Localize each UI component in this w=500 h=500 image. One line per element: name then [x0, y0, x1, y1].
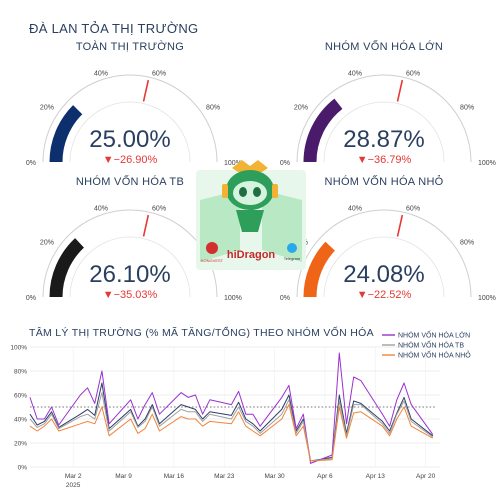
sentiment-line-chart: 0% 20% 40% 60% 80% 100% Mar 2 2025 Mar 9 Mar 16 Ma… — [10, 330, 471, 489]
logo-ear-right — [272, 184, 278, 198]
gauge-tick-label: 60% — [152, 71, 166, 78]
series-line-2 — [29, 352, 434, 464]
gauge-threshold-marker — [142, 79, 150, 102]
logo-body — [236, 210, 264, 232]
gauge-outline-outer — [296, 209, 472, 298]
gauge-tick-label: 60% — [406, 206, 420, 213]
y-tick-label: 60% — [14, 393, 27, 400]
gauge-tick-label: 20% — [294, 105, 308, 112]
x-tick-label: Apr 6 — [317, 473, 333, 480]
x-tick-sublabel: 2025 — [66, 482, 81, 489]
gauge-title: NHÓM VỐN HÓA TB — [76, 174, 184, 188]
gauge-tick-label: 0% — [280, 295, 290, 302]
gauge-threshold-marker — [396, 214, 404, 237]
brand-logo: KONGVEST hiDragon Telegram — [196, 160, 306, 270]
gauge-tick-label: 60% — [152, 206, 166, 213]
gauge-tick-label: 60% — [406, 71, 420, 78]
gauge-tick-label: 100% — [478, 295, 496, 302]
gauge-tick-label: 0% — [26, 295, 36, 302]
logo-eye-left — [239, 187, 247, 197]
gauge-delta: ▼−26.90% — [103, 154, 158, 166]
legend-label: NHÓM VỐN HÓA NHỎ — [398, 350, 471, 360]
gauge-delta: ▼−22.52% — [357, 289, 412, 301]
logo-partner-mark — [206, 242, 218, 254]
gauge-tick-label: 40% — [94, 71, 108, 78]
series-line-1 — [29, 382, 434, 462]
sentiment-chart-title: TÂM LÝ THỊ TRƯỜNG (% MÃ TĂNG/TỔNG) THEO … — [29, 327, 374, 339]
gauge-value-bar — [49, 238, 85, 298]
gauge-threshold-marker — [396, 79, 404, 102]
x-tick-label: Apr 13 — [366, 473, 386, 480]
gauge-value: 28.87% — [343, 126, 424, 153]
gauge-tick-label: 100% — [224, 295, 242, 302]
gauge-outline-inner — [323, 236, 445, 298]
gauge-tick-label: 80% — [206, 105, 220, 112]
gauge-value-bar — [49, 105, 83, 163]
gauge-value-bar — [303, 98, 343, 163]
y-tick-label: 80% — [14, 369, 27, 376]
gauge-title: NHÓM VỐN HÓA LỚN — [325, 39, 443, 53]
gauge-outline-inner — [69, 236, 191, 298]
x-tick-label: Mar 2 — [65, 473, 82, 480]
gauge-outline-outer — [42, 74, 218, 163]
gauge-tick-label: 20% — [40, 105, 54, 112]
y-tick-label: 40% — [14, 417, 27, 424]
gauge-outline-inner — [323, 101, 445, 163]
y-tick-label: 0% — [18, 465, 28, 472]
gauge-tick-label: 0% — [280, 160, 290, 167]
gauge-2: 0% 20% 40% 60% 80% 100% NHÓM VỐN HÓA LỚN 28.87%… — [280, 39, 496, 167]
gauge-outline-inner — [69, 101, 191, 163]
x-tick-label: Mar 23 — [214, 473, 235, 480]
gauge-outline-outer — [296, 74, 472, 163]
x-tick-label: Apr 20 — [416, 473, 436, 480]
gauge-threshold-marker — [142, 214, 150, 237]
gauge-panel: 0%20%40% 60%80%100%TOÀN THỊ TRƯỜNG25.00%▼… — [26, 39, 496, 302]
x-tick-label: Mar 9 — [115, 473, 132, 480]
y-tick-label: 20% — [14, 441, 27, 448]
gauge-4: 0%20%40%60%80%100%NHÓM VỐN HÓA NHỎ24.08%… — [280, 174, 496, 302]
logo-eye-right — [253, 187, 261, 197]
page-title: ĐÀ LAN TỎA THỊ TRƯỜNG — [29, 21, 199, 36]
gauge-tick-label: 100% — [478, 160, 496, 167]
series-line-3 — [29, 392, 434, 462]
logo-channel-icon — [287, 243, 297, 253]
gauge-tick-label: 80% — [460, 105, 474, 112]
x-tick-label: Mar 16 — [164, 473, 185, 480]
logo-crown — [232, 160, 268, 172]
y-tick-label: 100% — [10, 345, 27, 352]
gauge-title: TOÀN THỊ TRƯỜNG — [76, 40, 184, 53]
gauge-tick-label: 40% — [348, 206, 362, 213]
gauge-value: 25.00% — [89, 126, 170, 153]
gauge-title: NHÓM VỐN HÓA NHỎ — [324, 174, 443, 188]
gauge-value: 26.10% — [89, 261, 170, 288]
logo-face — [233, 181, 267, 205]
x-tick-label: Mar 30 — [264, 473, 285, 480]
gauge-tick-label: 40% — [94, 206, 108, 213]
logo-brand-text: hiDragon — [227, 249, 276, 261]
series-line-4 — [29, 404, 434, 462]
gauge-tick-label: 20% — [40, 240, 54, 247]
gauge-delta: ▼−35.03% — [103, 289, 158, 301]
logo-ear-left — [222, 184, 228, 198]
legend-label: NHÓM VỐN HÓA LỚN — [398, 330, 470, 340]
logo-partner-text: KONGVEST — [201, 258, 224, 263]
gauge-delta: ▼−36.79% — [357, 154, 412, 166]
gauge-tick-label: 80% — [460, 240, 474, 247]
legend-label: NHÓM VỐN HÓA TB — [398, 340, 464, 350]
gauge-tick-label: 100% — [224, 160, 242, 167]
gauge-value-bar — [303, 241, 336, 298]
gauge-1: 0% 20% 40% 60% 80% 100% TOÀN THỊ TRƯỜNG 25.00%▼… — [26, 40, 242, 167]
logo-channel-text: Telegram — [284, 256, 301, 261]
gauge-tick-label: 40% — [348, 71, 362, 78]
gauge-tick-label: 0% — [26, 160, 36, 167]
gauge-value: 24.08% — [343, 261, 424, 288]
